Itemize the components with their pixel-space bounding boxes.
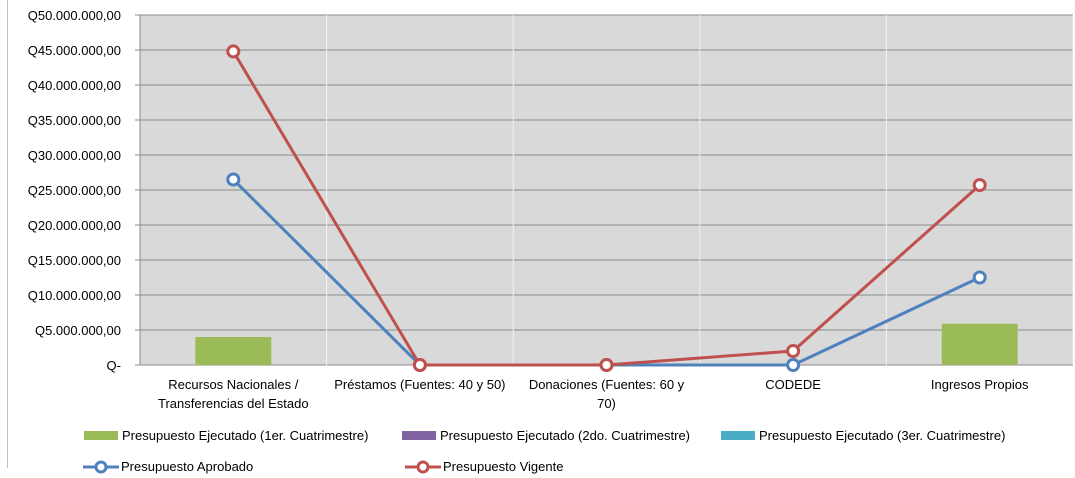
legend-swatch — [721, 431, 755, 440]
x-tick-label-line: Ingresos Propios — [931, 377, 1029, 392]
legend-line-swatch — [405, 460, 441, 473]
legend-swatch — [84, 431, 118, 440]
x-tick-label-line: 70) — [597, 396, 616, 411]
legend: Presupuesto Ejecutado (1er. Cuatrimestre… — [0, 424, 1075, 478]
x-tick-label-line: Transferencias del Estado — [158, 396, 309, 411]
legend-label: Presupuesto Aprobado — [121, 459, 254, 474]
legend-item: Presupuesto Aprobado — [83, 459, 253, 474]
y-tick-label: Q15.000.000,00 — [28, 253, 121, 268]
y-tick-label: Q35.000.000,00 — [28, 113, 121, 128]
line-point — [599, 358, 614, 372]
y-tick-label: Q40.000.000,00 — [28, 78, 121, 93]
line-point — [226, 172, 241, 187]
y-tick-label: Q30.000.000,00 — [28, 148, 121, 163]
x-tick-label-line: Donaciones (Fuentes: 60 y — [529, 377, 685, 392]
x-tick-label: Préstamos (Fuentes: 40 y 50) — [334, 377, 505, 392]
line-point — [786, 344, 801, 358]
x-tick-label: CODEDE — [765, 377, 821, 392]
x-tick-label-line: Recursos Nacionales / — [168, 377, 298, 392]
y-tick-label: Q- — [107, 358, 121, 373]
chart-frame-border — [7, 0, 8, 468]
legend-line-swatch — [83, 460, 119, 473]
legend-item: Presupuesto Ejecutado (1er. Cuatrimestre… — [84, 428, 368, 443]
line-point — [412, 358, 427, 372]
plot-svg: Q- Q5.000.000,00 Q10.000.000,00 Q15.000.000… — [28, 8, 1074, 411]
line-point — [226, 44, 241, 59]
y-tick-label: Q45.000.000,00 — [28, 43, 121, 58]
y-tick-label: Q5.000.000,00 — [35, 323, 121, 338]
bar — [941, 323, 1018, 365]
legend-swatch — [402, 431, 436, 440]
legend-label: Presupuesto Ejecutado (1er. Cuatrimestre… — [122, 428, 369, 443]
line-point — [972, 178, 987, 193]
legend-item: Presupuesto Vigente — [405, 459, 563, 474]
line-point — [972, 270, 987, 285]
y-tick-label: Q50.000.000,00 — [28, 8, 121, 23]
y-tick-label: Q10.000.000,00 — [28, 288, 121, 303]
bar — [195, 337, 272, 365]
y-tick-label: Q20.000.000,00 — [28, 218, 121, 233]
legend-item: Presupuesto Ejecutado (2do. Cuatrimestre… — [402, 428, 690, 443]
x-tick-label: Donaciones (Fuentes: 60 y 70) — [529, 377, 685, 411]
x-tick-label-line: CODEDE — [765, 377, 821, 392]
legend-label: Presupuesto Ejecutado (2do. Cuatrimestre… — [440, 428, 691, 443]
line-point — [786, 358, 801, 372]
legend-item: Presupuesto Ejecutado (3er. Cuatrimestre… — [721, 428, 1005, 443]
legend-label: Presupuesto Ejecutado (3er. Cuatrimestre… — [759, 428, 1006, 443]
legend-label: Presupuesto Vigente — [443, 459, 564, 474]
x-tick-label: Ingresos Propios — [931, 377, 1029, 392]
x-tick-label-line: Préstamos (Fuentes: 40 y 50) — [334, 377, 505, 392]
y-tick-label: Q25.000.000,00 — [28, 183, 121, 198]
x-tick-label: Recursos Nacionales / Transferencias del … — [158, 377, 309, 411]
